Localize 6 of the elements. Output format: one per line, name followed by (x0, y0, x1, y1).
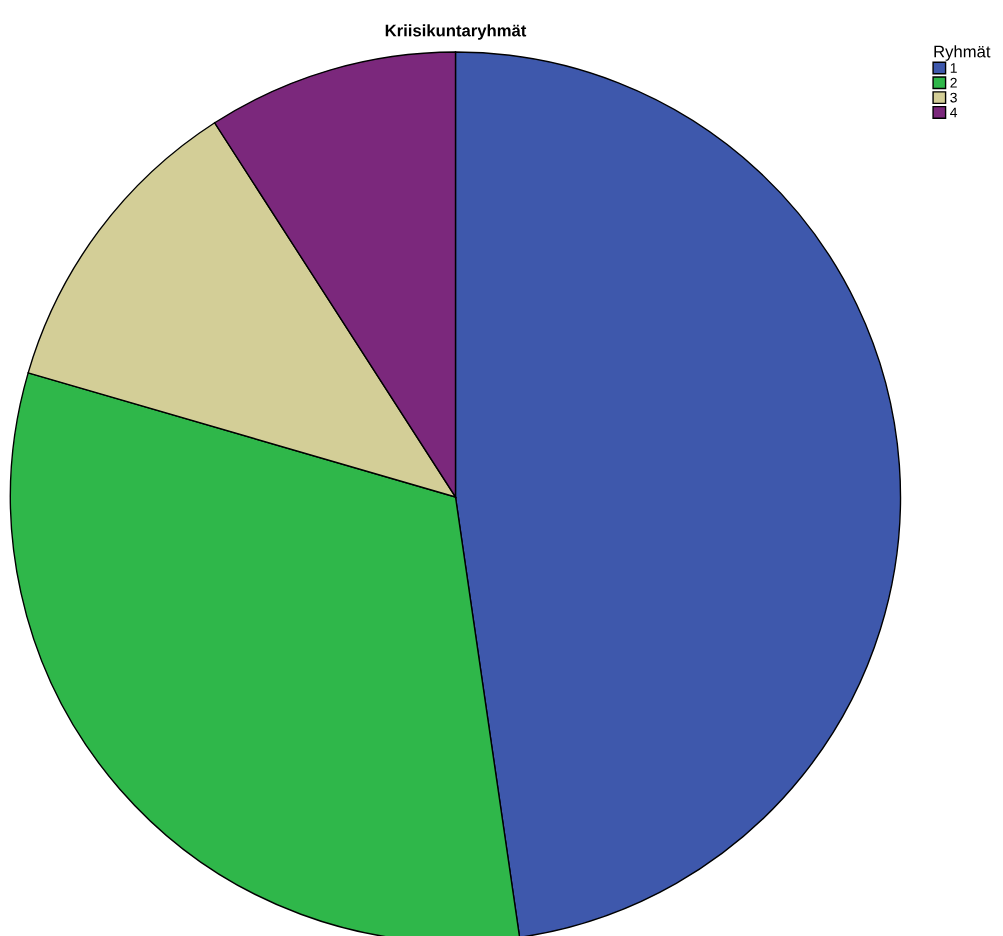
legend-label: 1 (950, 63, 957, 73)
legend-title: Ryhmät (934, 45, 991, 61)
legend-label: 4 (950, 107, 958, 118)
chart-title: Kriisikuntaryhmät (385, 24, 527, 40)
legend-label: 3 (950, 92, 957, 103)
legend-label: 2 (950, 77, 957, 88)
